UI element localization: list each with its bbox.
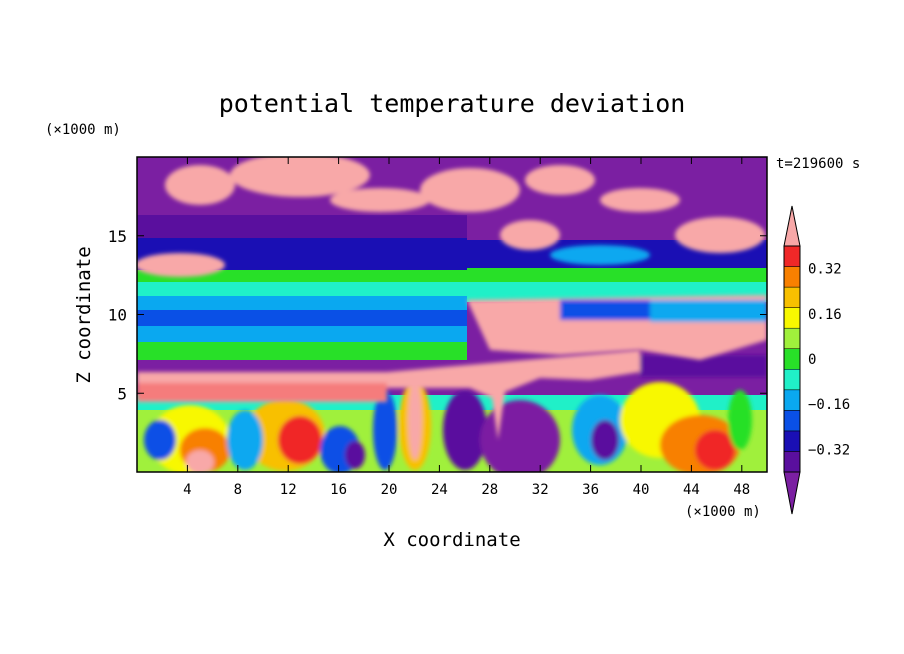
heatmap-field xyxy=(137,157,767,472)
right-warm-region xyxy=(467,295,767,360)
lower-region xyxy=(137,380,767,472)
x-tick-label: 40 xyxy=(633,482,650,498)
chart-title: potential temperature deviation xyxy=(219,89,686,118)
colorbar-swatch xyxy=(783,327,801,349)
x-axis-label: X coordinate xyxy=(383,529,520,551)
x-tick-label: 32 xyxy=(532,482,549,498)
colorbar-swatch xyxy=(783,369,801,391)
x-tick-label: 20 xyxy=(381,482,398,498)
x-axis-ticks: 4 8 12 16 20 24 28 32 36 40 44 48 xyxy=(183,157,750,498)
time-label: t=219600 s xyxy=(776,156,860,172)
colorbar-extend-max xyxy=(783,205,801,247)
colorbar-tick-label: 0.32 xyxy=(808,262,842,278)
colorbar-swatch xyxy=(783,410,801,432)
x-tick-label: 44 xyxy=(683,482,700,498)
colorbar-tick-label: 0.16 xyxy=(808,307,842,323)
colorbar-swatch xyxy=(783,389,801,411)
y-axis-label: Z coordinate xyxy=(73,246,95,383)
x-tick-label: 36 xyxy=(582,482,599,498)
upper-region xyxy=(137,157,765,277)
colorbar-swatch xyxy=(783,348,801,370)
warm-band xyxy=(137,350,767,440)
y-tick-label: 10 xyxy=(108,306,127,325)
colorbar-tick-label: −0.16 xyxy=(808,397,850,413)
y-tick-label: 5 xyxy=(117,384,127,403)
y-tick-label: 15 xyxy=(108,227,127,246)
x-tick-label: 24 xyxy=(431,482,448,498)
x-tick-label: 16 xyxy=(330,482,347,498)
x-tick-label: 28 xyxy=(481,482,498,498)
x-unit-label: (×1000 m) xyxy=(685,504,761,520)
y-axis-ticks: 5 10 15 xyxy=(108,227,767,403)
x-tick-label: 48 xyxy=(733,482,750,498)
colorbar-tick-label: −0.32 xyxy=(808,442,850,458)
y-unit-label: (×1000 m) xyxy=(45,122,121,138)
colorbar-frame xyxy=(783,245,801,473)
colorbar-swatch xyxy=(783,451,801,473)
colorbar-swatch xyxy=(783,245,801,267)
colorbar: 0.32 0.16 0 −0.16 −0.32 xyxy=(783,205,850,515)
x-tick-label: 4 xyxy=(183,482,191,498)
x-tick-label: 12 xyxy=(280,482,297,498)
colorbar-swatch xyxy=(783,430,801,452)
colorbar-swatch xyxy=(783,286,801,308)
colorbar-tick-label: 0 xyxy=(808,352,816,368)
colorbar-swatch xyxy=(783,307,801,329)
colorbar-swatch xyxy=(783,266,801,288)
x-tick-label: 8 xyxy=(234,482,242,498)
colorbar-extend-min xyxy=(783,471,801,515)
